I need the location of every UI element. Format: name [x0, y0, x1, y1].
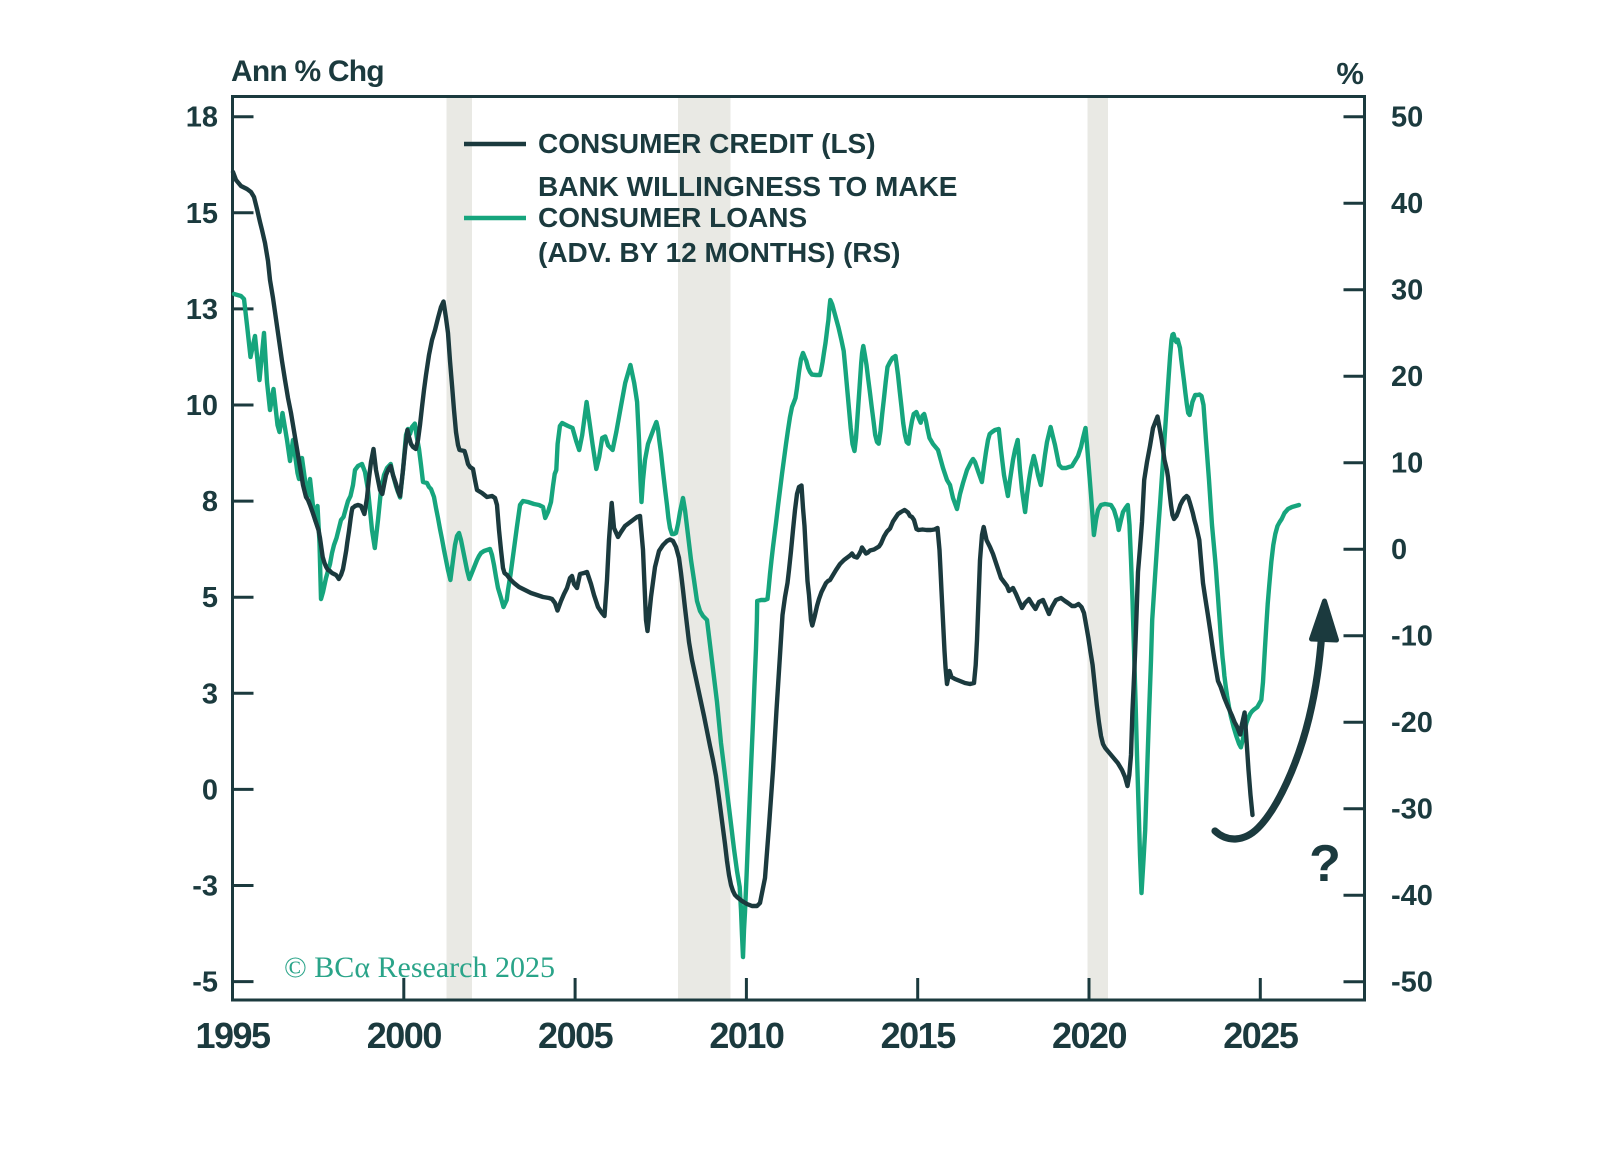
svg-text:2020: 2020: [1052, 1015, 1127, 1056]
svg-text:18: 18: [186, 102, 218, 134]
svg-text:-10: -10: [1391, 621, 1433, 653]
svg-text:8: 8: [202, 486, 218, 518]
svg-text:5: 5: [202, 582, 218, 614]
svg-text:50: 50: [1391, 102, 1423, 134]
svg-text:0: 0: [1391, 534, 1407, 566]
svg-text:-3: -3: [192, 871, 218, 903]
svg-text:?: ?: [1309, 835, 1341, 893]
svg-text:0: 0: [202, 774, 218, 806]
svg-text:15: 15: [186, 198, 218, 230]
svg-text:2025: 2025: [1223, 1015, 1299, 1056]
svg-text:2000: 2000: [367, 1015, 442, 1056]
svg-text:CONSUMER LOANS: CONSUMER LOANS: [538, 202, 807, 233]
svg-text:-5: -5: [192, 967, 218, 999]
svg-text:1995: 1995: [195, 1015, 271, 1056]
svg-text:%: %: [1336, 56, 1364, 91]
svg-text:2005: 2005: [538, 1015, 614, 1056]
svg-text:2015: 2015: [881, 1015, 957, 1056]
svg-text:BANK WILLINGNESS TO MAKE: BANK WILLINGNESS TO MAKE: [538, 171, 957, 202]
svg-text:20: 20: [1391, 361, 1423, 393]
svg-text:10: 10: [1391, 448, 1423, 480]
svg-text:(ADV. BY 12 MONTHS) (RS): (ADV. BY 12 MONTHS) (RS): [538, 237, 901, 268]
svg-text:3: 3: [202, 678, 218, 710]
svg-text:CONSUMER CREDIT (LS): CONSUMER CREDIT (LS): [538, 128, 876, 159]
svg-text:© BCα Research 2025: © BCα Research 2025: [284, 951, 555, 984]
svg-text:30: 30: [1391, 275, 1423, 307]
svg-text:Ann % Chg: Ann % Chg: [231, 55, 384, 88]
svg-text:-30: -30: [1391, 794, 1433, 826]
svg-text:2010: 2010: [709, 1015, 784, 1056]
svg-text:13: 13: [186, 294, 218, 326]
svg-text:-20: -20: [1391, 707, 1433, 739]
svg-text:40: 40: [1391, 188, 1423, 220]
svg-text:-40: -40: [1391, 880, 1433, 912]
svg-text:10: 10: [186, 390, 218, 422]
svg-text:-50: -50: [1391, 967, 1433, 999]
